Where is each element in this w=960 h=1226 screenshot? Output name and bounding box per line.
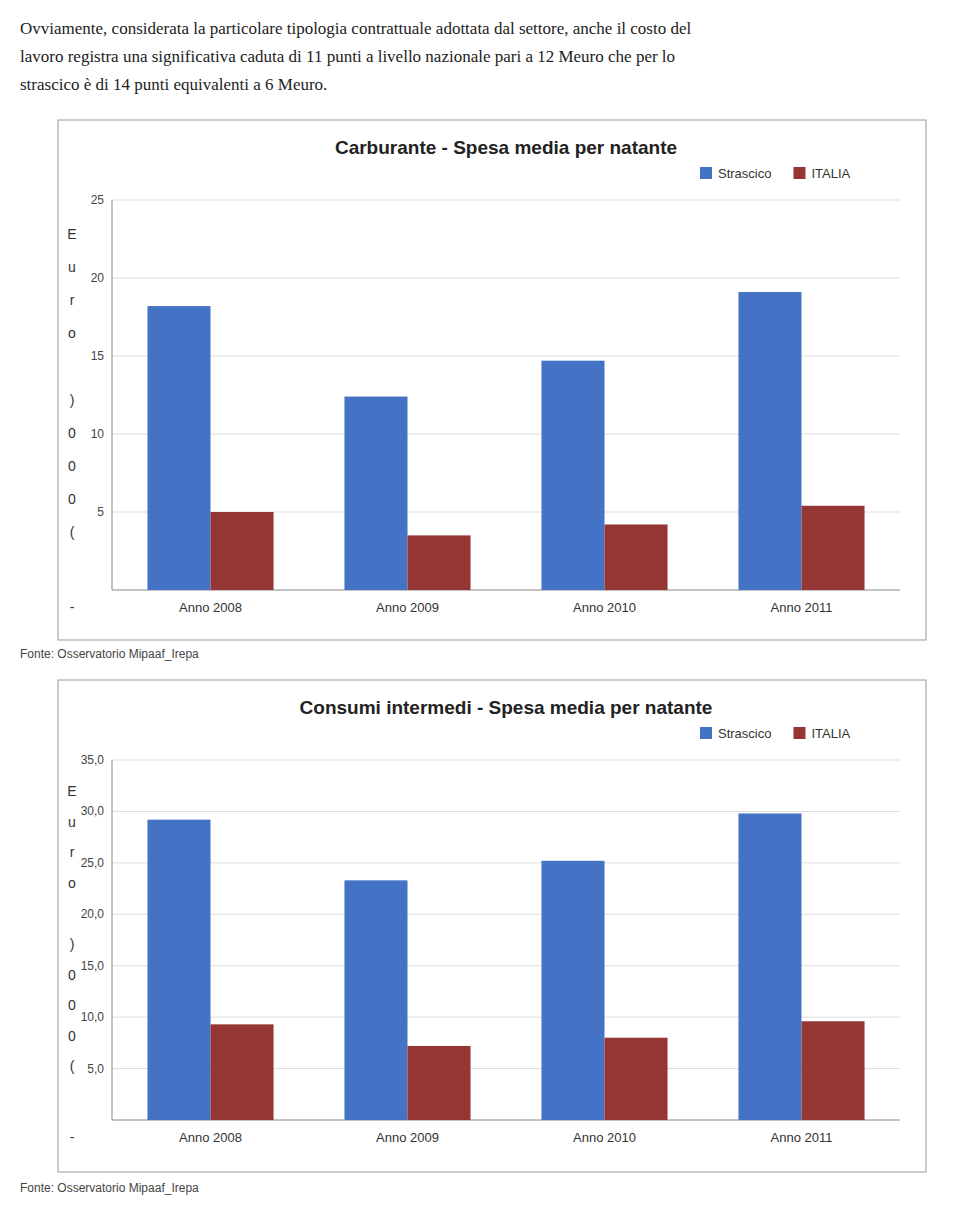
y-axis-label-char: u <box>68 814 76 830</box>
chart: Consumi intermedi - Spesa media per nata… <box>20 680 926 1195</box>
y-axis-label-char: o <box>68 325 76 341</box>
bar <box>605 1038 668 1120</box>
bar <box>408 535 471 590</box>
bar <box>211 512 274 590</box>
bar <box>541 361 604 590</box>
y-axis-label-char: 0 <box>68 458 76 474</box>
x-tick-label: Anno 2009 <box>376 600 439 615</box>
y-axis-label-char: ( <box>70 524 75 540</box>
y-axis-label-char: 0 <box>68 1028 76 1044</box>
y-axis-label-char: ) <box>70 392 75 408</box>
y-axis-label-char: ( <box>70 1058 75 1074</box>
y-tick-label: 35,0 <box>81 753 105 767</box>
legend: Strascico ITALIA <box>700 726 851 741</box>
intro-text: Ovviamente, considerata la particolare t… <box>20 19 692 38</box>
source: Fonte: Osservatorio Mipaaf_Irepa <box>20 647 199 661</box>
y-tick-label: 5,0 <box>87 1062 104 1076</box>
legend: Strascico ITALIA <box>700 166 851 181</box>
bar <box>211 1024 274 1120</box>
grid-line <box>112 278 900 279</box>
bar <box>344 397 407 590</box>
bar <box>738 292 801 590</box>
x-tick-label: Anno 2009 <box>376 1130 439 1145</box>
y-axis-label-char: E <box>67 783 76 799</box>
y-axis-label-char: 0 <box>68 425 76 441</box>
y-axis-label-char: r <box>70 292 75 308</box>
bar <box>408 1046 471 1120</box>
y-tick-label: 25 <box>91 193 105 207</box>
legend-label: Strascico <box>718 726 771 741</box>
intro-text: strascico è di 14 punti equivalenti a 6 … <box>20 75 327 94</box>
bars <box>147 292 864 590</box>
legend-swatch <box>700 727 712 739</box>
annotation: - <box>70 1129 75 1145</box>
grid-line <box>112 811 900 812</box>
y-axis-label-char: 0 <box>68 491 76 507</box>
legend-swatch <box>700 167 712 179</box>
y-axis-line <box>112 760 113 1120</box>
legend-label: ITALIA <box>811 166 850 181</box>
panel-border <box>58 680 926 1172</box>
grid-line <box>112 200 900 201</box>
bar <box>541 861 604 1120</box>
bar <box>738 813 801 1120</box>
y-axis-line <box>112 200 113 590</box>
panel-border <box>58 120 926 640</box>
x-tick-label: Anno 2011 <box>771 600 833 615</box>
x-tick-label: Anno 2010 <box>573 1130 636 1145</box>
chart-title: Consumi intermedi - Spesa media per nata… <box>300 697 713 718</box>
legend-label: ITALIA <box>811 726 850 741</box>
legend-swatch <box>793 167 805 179</box>
annotation: - <box>70 599 75 615</box>
y-tick-label: 25,0 <box>81 856 105 870</box>
bars <box>147 813 864 1120</box>
x-tick-label: Anno 2008 <box>179 1130 242 1145</box>
chart-title: Carburante - Spesa media per natante <box>335 137 677 158</box>
y-axis-label-char: r <box>70 844 75 860</box>
page: Ovviamente, considerata la particolare t… <box>0 0 960 1226</box>
y-axis-label-char: E <box>67 226 76 242</box>
x-tick-label: Anno 2011 <box>771 1130 833 1145</box>
y-axis-label-char: 0 <box>68 967 76 983</box>
y-tick-label: 15,0 <box>81 959 105 973</box>
bar <box>147 820 210 1120</box>
y-tick-label: 10,0 <box>81 1010 105 1024</box>
y-tick-label: 20 <box>91 271 105 285</box>
bar <box>802 506 865 590</box>
y-tick-label: 15 <box>91 349 105 363</box>
x-tick-label: Anno 2008 <box>179 600 242 615</box>
bar <box>344 880 407 1120</box>
bar <box>605 524 668 590</box>
x-tick-label: Anno 2010 <box>573 600 636 615</box>
y-axis-label-char: u <box>68 259 76 275</box>
source: Fonte: Osservatorio Mipaaf_Irepa <box>20 1181 199 1195</box>
y-axis-label-char <box>70 905 74 921</box>
y-tick-label: 30,0 <box>81 804 105 818</box>
bar <box>802 1021 865 1120</box>
legend-label: Strascico <box>718 166 771 181</box>
legend-swatch <box>793 727 805 739</box>
y-axis-label: Euro ) 0 0 0 ( <box>67 783 76 1074</box>
y-tick-label: 20,0 <box>81 907 105 921</box>
y-axis-label-char: ) <box>70 936 75 952</box>
y-axis-label-char <box>70 359 74 375</box>
bar <box>147 306 210 590</box>
y-axis-label-char: 0 <box>68 997 76 1013</box>
y-axis-label-char: o <box>68 875 76 891</box>
y-axis-label: Eu r o ) 0 0 0 ( <box>67 226 76 540</box>
y-tick-label: 10 <box>91 427 105 441</box>
intro-text: lavoro registra una significativa caduta… <box>20 47 675 66</box>
y-tick-label: 5 <box>97 505 104 519</box>
chart: Carburante - Spesa media per natante 5 10 1… <box>20 120 926 661</box>
grid-line <box>112 760 900 761</box>
